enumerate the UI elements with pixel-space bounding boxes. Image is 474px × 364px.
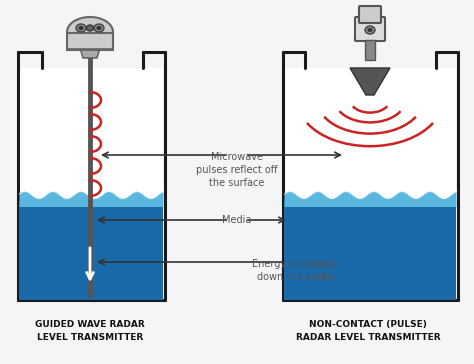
- Ellipse shape: [367, 28, 373, 32]
- Polygon shape: [284, 201, 456, 300]
- Ellipse shape: [365, 26, 375, 34]
- Polygon shape: [80, 48, 100, 58]
- Ellipse shape: [76, 24, 86, 32]
- FancyBboxPatch shape: [359, 6, 381, 23]
- Polygon shape: [19, 191, 164, 207]
- Text: Energy continues
down the probe: Energy continues down the probe: [253, 259, 337, 282]
- Ellipse shape: [67, 17, 113, 47]
- Text: NON-CONTACT (PULSE)
RADAR LEVEL TRANSMITTER: NON-CONTACT (PULSE) RADAR LEVEL TRANSMIT…: [296, 320, 440, 341]
- Polygon shape: [19, 201, 164, 300]
- Text: Media: Media: [222, 215, 252, 225]
- Polygon shape: [19, 68, 164, 207]
- Polygon shape: [284, 68, 456, 207]
- Ellipse shape: [79, 26, 83, 30]
- Polygon shape: [350, 68, 390, 95]
- Text: GUIDED WAVE RADAR
LEVEL TRANSMITTER: GUIDED WAVE RADAR LEVEL TRANSMITTER: [35, 320, 145, 341]
- Text: Microwave
pulses reflect off
the surface: Microwave pulses reflect off the surface: [196, 152, 278, 187]
- Ellipse shape: [86, 25, 93, 31]
- FancyBboxPatch shape: [355, 17, 385, 41]
- Bar: [365, 40, 375, 60]
- Bar: [67, 33, 113, 50]
- Polygon shape: [284, 191, 456, 207]
- Ellipse shape: [94, 24, 104, 32]
- Ellipse shape: [97, 26, 101, 30]
